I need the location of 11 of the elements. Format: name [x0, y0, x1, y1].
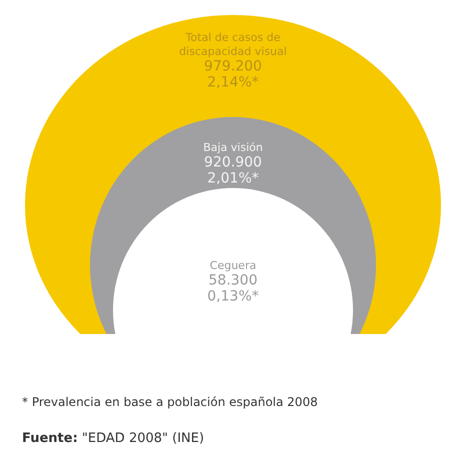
category-label: Baja visión: [203, 140, 263, 154]
data-label: 979.200: [204, 58, 262, 75]
data-label: 920.900: [204, 154, 262, 171]
data-label: 58.300: [208, 272, 258, 289]
data-label: 2,14%*: [207, 74, 259, 91]
data-label: 0,13%*: [207, 288, 259, 305]
source-note: Fuente: "EDAD 2008" (INE): [22, 431, 204, 446]
category-label: Ceguera: [210, 258, 256, 272]
category-label: Total de casos de discapacidad visual: [179, 30, 287, 58]
text: * Prevalencia en base a población española 2008: [22, 395, 318, 409]
data-label: 2,01%*: [207, 170, 259, 187]
